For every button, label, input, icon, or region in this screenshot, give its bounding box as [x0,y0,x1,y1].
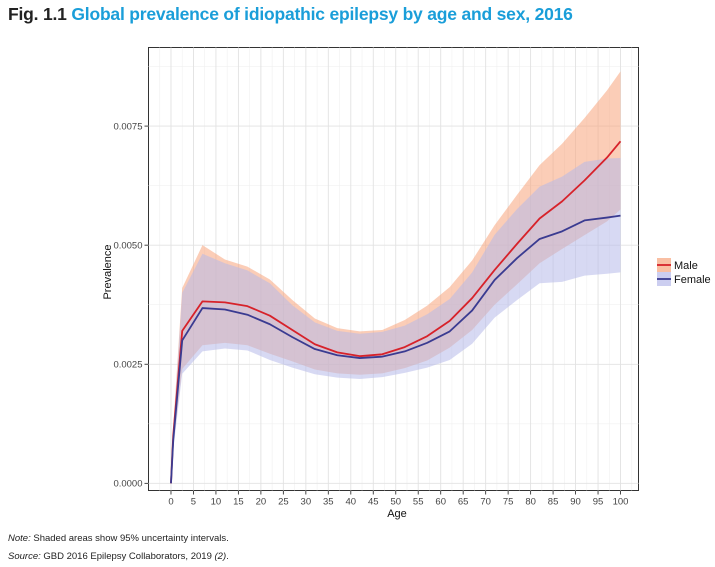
figure-title: Fig. 1.1 Global prevalence of idiopathic… [8,4,573,25]
x-tick-label: 15 [233,497,244,508]
x-tick-label: 75 [503,497,514,508]
x-tick-label: 95 [593,497,604,508]
x-tick-label: 50 [390,497,401,508]
y-axis-label: Prevalence [102,244,114,299]
note-line: Note: Shaded areas show 95% uncertainty … [8,533,229,544]
prevalence-chart: 0 5 10 15 20 25 30 35 40 45 50 55 60 65 70 75 80 85 90 95 10… [102,47,711,520]
band-male [170,71,621,484]
x-tick-label: 0 [168,497,173,508]
x-tick-label: 20 [256,497,267,508]
legend-label-female: Female [674,274,711,286]
source-ref: (2) [214,551,227,562]
legend: Male Female [657,258,711,286]
note-text: Shaded areas show 95% uncertainty interv… [30,533,229,544]
source-line: Source: GBD 2016 Epilepsy Collaborators,… [8,551,229,562]
band-female [170,158,621,484]
x-tick-label: 55 [413,497,424,508]
line-male [170,140,622,484]
x-axis-label: Age [387,508,407,520]
y-tick-label: 0.0025 [113,360,142,371]
x-tick-label: 5 [191,497,196,508]
y-tick-label: 0.0000 [113,479,142,490]
source-text: GBD 2016 Epilepsy Collaborators, 2019 [40,551,215,562]
x-tick-label: 25 [278,497,289,508]
x-tick-label: 70 [480,497,491,508]
note-label: Note: [8,533,31,544]
x-tick-label: 90 [570,497,581,508]
x-tick-label: 40 [346,497,357,508]
figure-number: Fig. 1.1 [8,4,67,24]
uncertainty-bands [170,71,621,484]
legend-label-male: Male [674,260,698,272]
x-tick-label: 30 [301,497,312,508]
x-tick-label: 45 [368,497,379,508]
x-tick-label: 35 [323,497,334,508]
line-female [170,214,621,484]
x-tick-label: 10 [211,497,222,508]
source-end: . [226,551,229,562]
x-tick-label: 65 [458,497,469,508]
x-tick-label: 60 [435,497,446,508]
y-tick-label: 0.0050 [113,240,142,251]
figure-title-text: Global prevalence of idiopathic epilepsy… [71,4,573,24]
source-label: Source: [8,551,41,562]
x-tick-label: 85 [548,497,559,508]
series-lines [170,140,622,484]
y-tick-label: 0.0075 [113,121,142,132]
x-tick-label: 100 [613,497,629,508]
x-axis: 0 5 10 15 20 25 30 35 40 45 50 55 60 65 70 75 80 85 90 95 10… [168,490,629,508]
x-tick-label: 80 [525,497,536,508]
y-axis: 0.0000 0.0025 0.0050 0.0075 [113,121,149,490]
